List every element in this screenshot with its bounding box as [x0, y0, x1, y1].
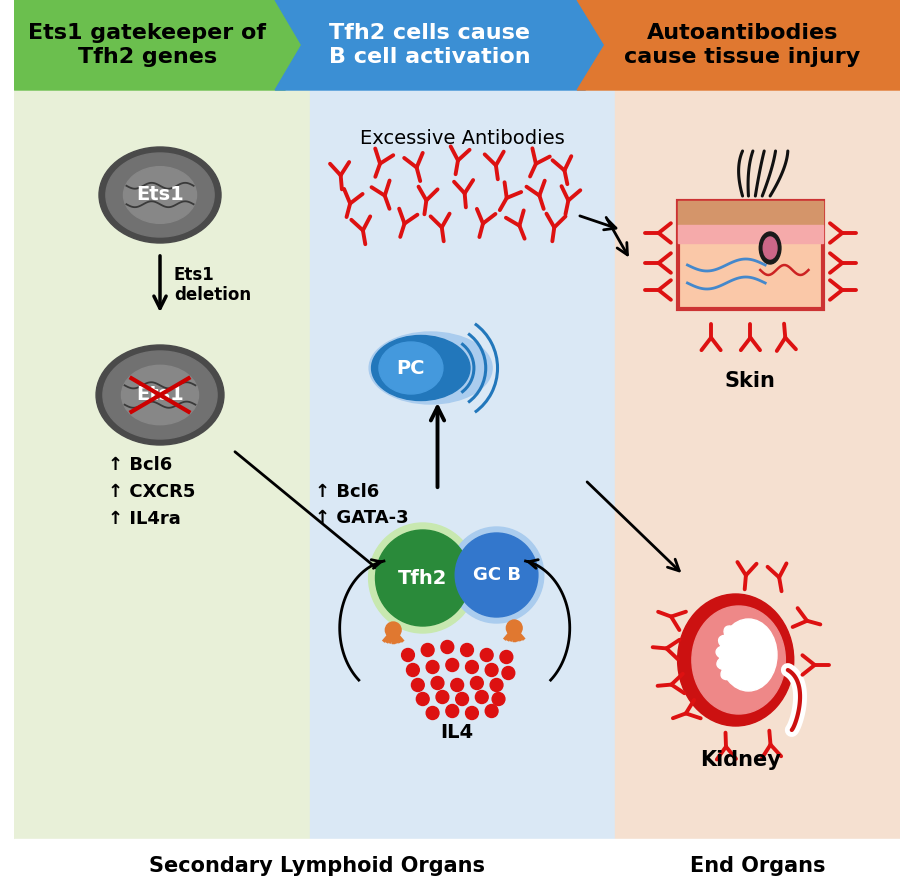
Bar — [615, 90, 900, 839]
Ellipse shape — [718, 636, 739, 651]
Polygon shape — [14, 0, 310, 90]
Circle shape — [481, 648, 493, 662]
Ellipse shape — [106, 153, 214, 237]
Circle shape — [375, 530, 470, 626]
Bar — [14, 839, 900, 894]
Circle shape — [401, 648, 414, 662]
Circle shape — [502, 667, 515, 679]
Text: Ets1
deletion: Ets1 deletion — [174, 266, 251, 304]
Bar — [678, 201, 824, 309]
Circle shape — [507, 620, 522, 636]
Circle shape — [455, 693, 469, 705]
Circle shape — [455, 533, 538, 617]
Text: Ets1 gatekeeper of
Tfh2 genes: Ets1 gatekeeper of Tfh2 genes — [28, 22, 266, 67]
Circle shape — [451, 679, 464, 691]
Circle shape — [465, 661, 478, 673]
Circle shape — [449, 527, 544, 623]
Circle shape — [491, 679, 503, 691]
Ellipse shape — [760, 232, 781, 264]
Ellipse shape — [122, 366, 199, 425]
Circle shape — [500, 651, 513, 663]
Text: Skin: Skin — [725, 371, 776, 391]
Text: Ets1: Ets1 — [136, 385, 184, 404]
Ellipse shape — [721, 662, 741, 679]
Text: GC B: GC B — [472, 566, 520, 584]
Text: Kidney: Kidney — [700, 750, 781, 770]
Circle shape — [427, 706, 439, 720]
Ellipse shape — [379, 342, 443, 394]
Bar — [19, 844, 609, 889]
Text: ↑ CXCR5: ↑ CXCR5 — [108, 483, 195, 501]
Circle shape — [492, 693, 505, 705]
Ellipse shape — [724, 626, 742, 645]
Ellipse shape — [720, 619, 777, 691]
Circle shape — [417, 693, 429, 705]
Ellipse shape — [763, 237, 777, 259]
Text: Secondary Lymphoid Organs: Secondary Lymphoid Organs — [149, 856, 485, 876]
Circle shape — [385, 622, 401, 638]
Bar — [310, 90, 615, 839]
Text: ↑ Bcl6: ↑ Bcl6 — [314, 483, 379, 501]
Circle shape — [461, 644, 473, 656]
Ellipse shape — [99, 147, 221, 243]
Bar — [678, 225, 824, 243]
Circle shape — [471, 677, 483, 689]
Circle shape — [369, 523, 477, 633]
Text: Ets1: Ets1 — [136, 185, 184, 205]
Ellipse shape — [678, 594, 794, 726]
Circle shape — [427, 661, 439, 673]
Ellipse shape — [692, 606, 786, 714]
Text: ↑ GATA-3: ↑ GATA-3 — [314, 509, 408, 527]
Text: ↑ IL4ra: ↑ IL4ra — [108, 510, 181, 528]
Circle shape — [465, 706, 478, 720]
Text: Tfh2: Tfh2 — [398, 569, 447, 587]
Circle shape — [431, 677, 444, 689]
Circle shape — [446, 704, 459, 718]
Bar — [14, 90, 310, 839]
Text: Tfh2 cells cause
B cell activation: Tfh2 cells cause B cell activation — [328, 22, 530, 67]
Circle shape — [411, 679, 424, 691]
Text: IL4: IL4 — [441, 723, 473, 743]
Ellipse shape — [372, 335, 470, 401]
Circle shape — [441, 640, 454, 654]
Ellipse shape — [123, 166, 196, 224]
Bar — [619, 844, 896, 889]
Circle shape — [446, 659, 459, 671]
Circle shape — [407, 663, 419, 677]
Circle shape — [485, 704, 498, 718]
Text: PC: PC — [397, 358, 425, 377]
Ellipse shape — [716, 645, 738, 660]
Bar — [678, 201, 824, 225]
Circle shape — [436, 690, 449, 704]
Text: Excessive Antibodies: Excessive Antibodies — [360, 129, 564, 148]
Circle shape — [485, 663, 498, 677]
Circle shape — [421, 644, 434, 656]
Polygon shape — [275, 0, 615, 90]
Text: ↑ Bcl6: ↑ Bcl6 — [108, 456, 172, 474]
Circle shape — [475, 690, 488, 704]
Ellipse shape — [717, 655, 738, 670]
Polygon shape — [577, 0, 900, 90]
Text: End Organs: End Organs — [689, 856, 825, 876]
Ellipse shape — [369, 332, 492, 404]
Text: Autoantibodies
cause tissue injury: Autoantibodies cause tissue injury — [625, 22, 860, 67]
Ellipse shape — [103, 351, 217, 439]
Ellipse shape — [96, 345, 224, 445]
